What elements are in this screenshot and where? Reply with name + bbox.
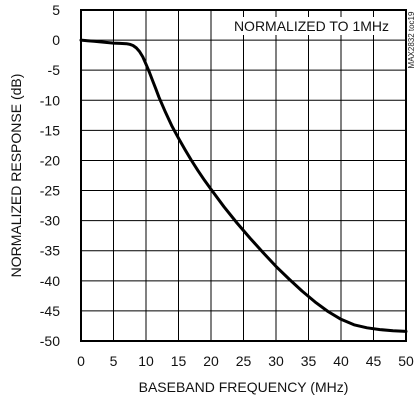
y-tick-label: -15 [40,122,60,138]
grid [81,10,406,341]
y-axis-label: NORMALIZED RESPONSE (dB) [8,74,24,278]
x-axis-label: BASEBAND FREQUENCY (MHz) [139,379,349,395]
annotation-normalized: NORMALIZED TO 1MHz [234,18,389,34]
figure-code: MAX2832 toc19 [407,11,416,68]
annotation-background [230,17,392,35]
y-tick-label: -20 [40,152,60,168]
x-tick-label: 40 [333,353,349,369]
series-layer [79,38,408,333]
y-tick-label: -25 [40,183,60,199]
x-tick-label: 20 [203,353,219,369]
x-tick-label: 45 [366,353,382,369]
x-tick-labels: 0 5 10 15 20 25 30 35 40 45 50 [77,353,414,369]
y-tick-label: -5 [48,62,61,78]
x-tick-label: 35 [301,353,317,369]
y-tick-label: -40 [40,273,60,289]
y-tick-label: -50 [40,333,60,349]
y-tick-label: -45 [40,303,60,319]
x-tick-label: 25 [236,353,252,369]
x-tick-label: 5 [110,353,118,369]
y-tick-label: -10 [40,92,60,108]
y-tick-labels: 5 0 -5 -10 -15 -20 -25 -30 -35 -40 -45 -50 [40,2,60,349]
x-tick-label: 15 [171,353,187,369]
plot-frame [80,9,407,342]
response-curve [79,38,408,333]
x-tick-label: 30 [268,353,284,369]
x-tick-label: 10 [138,353,154,369]
x-tick-label: 0 [77,353,85,369]
y-tick-label: -30 [40,213,60,229]
y-tick-label: 5 [52,2,60,18]
y-tick-label: 0 [52,32,60,48]
x-tick-label: 50 [398,353,414,369]
y-tick-label: -35 [40,243,60,259]
